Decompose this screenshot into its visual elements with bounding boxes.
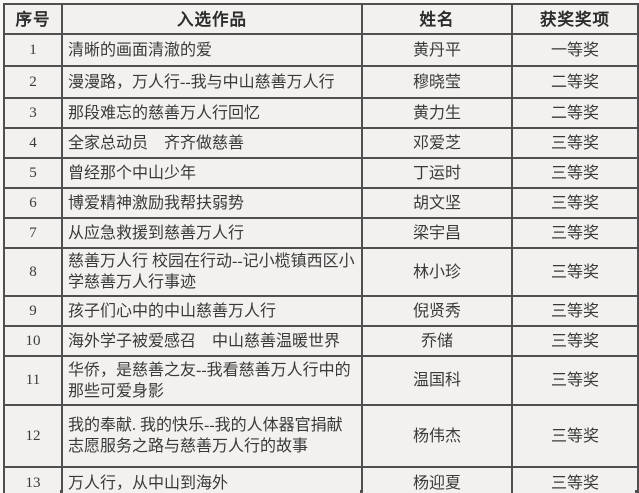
cell-work: 万人行，从中山到海外 xyxy=(61,466,363,493)
table-body: 1 清晰的画面清澈的爱 黄丹平 一等奖 2 漫漫路，万人行--我与中山慈善万人行… xyxy=(3,33,639,493)
cell-award: 二等奖 xyxy=(511,97,639,129)
cell-award: 三等奖 xyxy=(511,127,639,159)
cell-name: 邓爱芝 xyxy=(361,127,513,159)
cell-work: 漫漫路，万人行--我与中山慈善万人行 xyxy=(61,65,363,99)
table-border-stub xyxy=(511,490,513,493)
cell-name: 乔储 xyxy=(361,325,513,357)
header-name: 姓名 xyxy=(361,3,513,35)
cell-work: 海外学子被爱感召 中山慈善温暖世界 xyxy=(61,325,363,357)
header-no: 序号 xyxy=(3,3,63,35)
table-row: 7 从应急救援到慈善万人行 梁宇昌 三等奖 xyxy=(3,217,639,249)
cell-no: 7 xyxy=(3,217,63,249)
table-border-stub xyxy=(3,490,5,493)
cell-award: 三等奖 xyxy=(511,325,639,357)
table-border-stub xyxy=(635,490,637,493)
cell-name: 杨伟杰 xyxy=(361,404,513,468)
table-row: 13 万人行，从中山到海外 杨迎夏 三等奖 xyxy=(3,466,639,493)
cell-name: 倪贤秀 xyxy=(361,295,513,327)
cell-work: 从应急救援到慈善万人行 xyxy=(61,217,363,249)
cell-award: 三等奖 xyxy=(511,187,639,219)
cell-work: 华侨，是慈善之友--我看慈善万人行中的那些可爱身影 xyxy=(61,355,363,406)
cell-award: 三等奖 xyxy=(511,466,639,493)
cell-name: 杨迎夏 xyxy=(361,466,513,493)
cell-work: 曾经那个中山少年 xyxy=(61,157,363,189)
cell-award: 三等奖 xyxy=(511,295,639,327)
table-header: 序号 入选作品 姓名 获奖奖项 xyxy=(3,3,639,35)
header-award: 获奖奖项 xyxy=(511,3,639,35)
table-row: 3 那段难忘的慈善万人行回忆 黄力生 二等奖 xyxy=(3,97,639,129)
cell-award: 三等奖 xyxy=(511,157,639,189)
cell-award: 三等奖 xyxy=(511,404,639,468)
cell-no: 5 xyxy=(3,157,63,189)
cell-no: 8 xyxy=(3,247,63,297)
cell-work: 清晰的画面清澈的爱 xyxy=(61,33,363,67)
cell-no: 12 xyxy=(3,404,63,468)
cell-work: 我的奉献. 我的快乐--我的人体器官捐献志愿服务之路与慈善万人行的故事 xyxy=(61,404,363,468)
table-row: 12 我的奉献. 我的快乐--我的人体器官捐献志愿服务之路与慈善万人行的故事 杨… xyxy=(3,404,639,468)
cell-work: 慈善万人行 校园在行动--记小榄镇西区小学慈善万人行事迹 xyxy=(61,247,363,297)
cell-name: 黄丹平 xyxy=(361,33,513,67)
cell-name: 穆晓莹 xyxy=(361,65,513,99)
header-work: 入选作品 xyxy=(61,3,363,35)
cell-name: 梁宇昌 xyxy=(361,217,513,249)
cell-no: 6 xyxy=(3,187,63,219)
table-row: 1 清晰的画面清澈的爱 黄丹平 一等奖 xyxy=(3,33,639,67)
cell-no: 13 xyxy=(3,466,63,493)
header-row: 序号 入选作品 姓名 获奖奖项 xyxy=(3,3,639,35)
cell-award: 三等奖 xyxy=(511,247,639,297)
table-row: 2 漫漫路，万人行--我与中山慈善万人行 穆晓莹 二等奖 xyxy=(3,65,639,99)
cell-work: 全家总动员 齐齐做慈善 xyxy=(61,127,363,159)
table-row: 5 曾经那个中山少年 丁运时 三等奖 xyxy=(3,157,639,189)
cell-name: 黄力生 xyxy=(361,97,513,129)
cell-name: 温国科 xyxy=(361,355,513,406)
cell-no: 10 xyxy=(3,325,63,357)
cell-name: 胡文坚 xyxy=(361,187,513,219)
awards-table: 序号 入选作品 姓名 获奖奖项 1 清晰的画面清澈的爱 黄丹平 一等奖 2 漫漫… xyxy=(3,3,639,493)
cell-no: 11 xyxy=(3,355,63,406)
cell-no: 1 xyxy=(3,33,63,67)
table-row: 11 华侨，是慈善之友--我看慈善万人行中的那些可爱身影 温国科 三等奖 xyxy=(3,355,639,406)
table-row: 8 慈善万人行 校园在行动--记小榄镇西区小学慈善万人行事迹 林小珍 三等奖 xyxy=(3,247,639,297)
cell-work: 那段难忘的慈善万人行回忆 xyxy=(61,97,363,129)
table-border-stub xyxy=(60,490,62,493)
cell-no: 2 xyxy=(3,65,63,99)
table-border-stub xyxy=(360,490,362,493)
cell-award: 一等奖 xyxy=(511,33,639,67)
table-row: 10 海外学子被爱感召 中山慈善温暖世界 乔储 三等奖 xyxy=(3,325,639,357)
cell-no: 9 xyxy=(3,295,63,327)
cell-name: 林小珍 xyxy=(361,247,513,297)
cell-name: 丁运时 xyxy=(361,157,513,189)
cell-award: 三等奖 xyxy=(511,355,639,406)
cell-award: 二等奖 xyxy=(511,65,639,99)
cell-no: 4 xyxy=(3,127,63,159)
table-row: 6 博爱精神激励我帮扶弱势 胡文坚 三等奖 xyxy=(3,187,639,219)
cell-award: 三等奖 xyxy=(511,217,639,249)
cell-work: 博爱精神激励我帮扶弱势 xyxy=(61,187,363,219)
table-row: 9 孩子们心中的中山慈善万人行 倪贤秀 三等奖 xyxy=(3,295,639,327)
cell-no: 3 xyxy=(3,97,63,129)
table-row: 4 全家总动员 齐齐做慈善 邓爱芝 三等奖 xyxy=(3,127,639,159)
cell-work: 孩子们心中的中山慈善万人行 xyxy=(61,295,363,327)
next-row-sliver xyxy=(0,490,639,493)
